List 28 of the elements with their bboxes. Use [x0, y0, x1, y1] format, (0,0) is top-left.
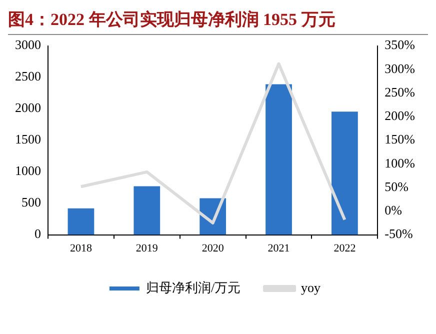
y-tick-label: 0	[34, 226, 41, 242]
y-tick-label: 1000	[15, 163, 41, 178]
y-tick-label: 2000	[15, 100, 41, 116]
bar	[134, 186, 160, 235]
y2-tick-label: 0%	[384, 202, 402, 218]
y2-tick-label: 300%	[384, 60, 416, 76]
y-tick-label: 2500	[15, 68, 41, 84]
x-tick-label: 2018	[70, 242, 92, 254]
bar	[266, 84, 292, 235]
legend-label: 归母净利润/万元	[146, 280, 241, 295]
y2-tick-label: 50%	[384, 178, 409, 194]
y-tick-label: 500	[22, 194, 41, 210]
y2-tick-label: 200%	[384, 108, 416, 124]
bar	[68, 208, 94, 235]
y2-tick-label: 100%	[384, 155, 416, 170]
x-tick-label: 2022	[334, 242, 356, 254]
y2-tick-label: -50%	[384, 226, 413, 242]
y2-tick-label: 150%	[384, 132, 416, 147]
y-tick-label: 1500	[15, 132, 41, 147]
x-tick-label: 2021	[268, 242, 290, 254]
legend-label: yoy	[301, 280, 322, 295]
y2-tick-label: 350%	[384, 37, 416, 52]
y-tick-label: 3000	[15, 37, 41, 52]
chart-title: 图4：2022 年公司实现归母净利润 1955 万元	[8, 8, 428, 35]
bar	[332, 112, 358, 235]
x-tick-label: 2020	[202, 242, 224, 254]
y2-tick-label: 250%	[384, 84, 416, 100]
x-tick-label: 2019	[136, 242, 158, 254]
